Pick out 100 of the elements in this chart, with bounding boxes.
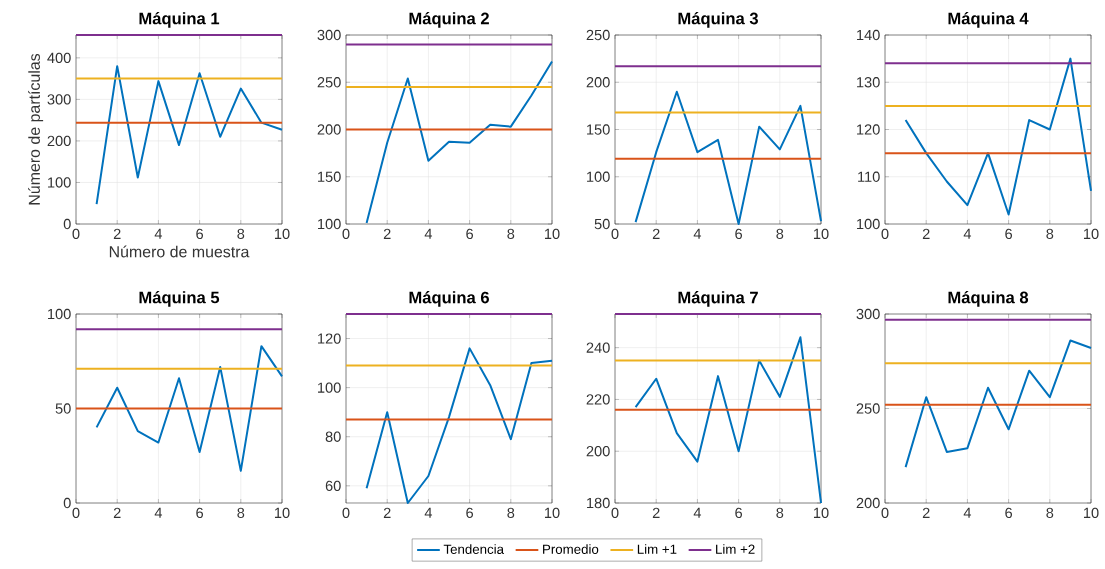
x-tick-label: 6 [1005, 507, 1013, 519]
y-tick-label: 220 [586, 394, 610, 405]
x-tick-label: 4 [693, 228, 702, 239]
chart-title: Máquina 5 [139, 291, 220, 307]
x-tick-label: 4 [963, 507, 972, 518]
y-tick-label: 250 [586, 29, 610, 41]
chart-title: Máquina 1 [139, 12, 220, 28]
x-tick-label: 0 [611, 228, 619, 240]
y-tick-label: 120 [857, 124, 880, 135]
x-tick-label: 10 [1083, 228, 1099, 240]
y-tick-label: 120 [318, 333, 341, 344]
y-tick-label: 0 [63, 218, 71, 230]
y-tick-label: 200 [586, 77, 610, 88]
x-tick-label: 10 [274, 228, 290, 240]
chart-title: Máquina 8 [948, 291, 1029, 307]
x-tick-label: 4 [424, 507, 433, 518]
x-tick-label: 6 [466, 507, 474, 519]
x-tick-label: 2 [922, 228, 930, 239]
y-tick-label: 150 [318, 171, 341, 182]
legend-label: Promedio [543, 544, 599, 554]
x-tick-label: 4 [154, 507, 163, 518]
x-tick-label: 8 [776, 228, 784, 240]
x-tick-label: 6 [196, 507, 204, 519]
y-tick-label: 100 [48, 308, 71, 320]
x-tick-label: 6 [1005, 228, 1013, 240]
line-series [95, 65, 283, 206]
x-tick-label: 4 [963, 228, 972, 239]
x-tick-label: 0 [72, 228, 80, 240]
y-tick-label: 250 [317, 77, 341, 88]
x-tick-label: 8 [507, 228, 515, 240]
y-tick-label: 300 [317, 29, 341, 41]
x-tick-label: 0 [611, 507, 619, 519]
y-tick-label: 100 [587, 171, 610, 182]
y-tick-label: 140 [857, 29, 880, 41]
x-tick-label: 8 [507, 507, 515, 519]
x-tick-label: 0 [342, 507, 350, 519]
y-tick-label: 200 [47, 135, 71, 147]
y-tick-label: 50 [55, 403, 71, 414]
x-tick-label: 8 [776, 507, 784, 519]
x-tick-label: 10 [544, 228, 560, 240]
y-tick-label: 200 [317, 124, 341, 135]
line-series [365, 347, 554, 504]
legend-label: Lim +1 [637, 544, 677, 554]
chart-title: Máquina 7 [678, 291, 758, 307]
line-series [904, 57, 1093, 216]
chart-title: Máquina 3 [678, 12, 758, 28]
y-tick-label: 100 [318, 218, 341, 230]
x-tick-label: 0 [342, 228, 350, 240]
x-tick-label: 10 [274, 507, 290, 519]
x-tick-label: 2 [113, 507, 121, 518]
x-tick-label: 8 [1046, 228, 1054, 240]
x-tick-label: 6 [735, 228, 743, 240]
x-tick-label: 0 [72, 507, 80, 519]
y-tick-label: 200 [586, 446, 610, 457]
chart-title: Máquina 2 [409, 12, 489, 28]
x-tick-label: 2 [383, 228, 391, 239]
y-tick-label: 400 [47, 52, 71, 64]
x-tick-label: 0 [881, 228, 889, 240]
x-tick-label: 2 [922, 507, 930, 518]
y-tick-label: 60 [325, 480, 341, 491]
y-tick-label: 0 [63, 497, 71, 509]
y-axis-title: Número de partículas [28, 53, 44, 205]
x-tick-label: 2 [652, 507, 660, 518]
x-tick-label: 10 [813, 228, 829, 240]
line-series [904, 339, 1093, 469]
y-tick-label: 100 [48, 177, 71, 188]
x-tick-label: 10 [1083, 507, 1099, 519]
x-tick-label: 4 [154, 228, 163, 239]
y-tick-label: 100 [318, 382, 341, 393]
legend-label: Lim +2 [716, 544, 755, 554]
x-tick-label: 6 [196, 228, 204, 240]
y-tick-label: 100 [857, 218, 880, 230]
legend-label: Tendencia [443, 544, 505, 554]
x-tick-label: 0 [881, 507, 889, 519]
y-tick-label: 110 [858, 171, 880, 182]
x-tick-label: 8 [237, 228, 245, 240]
x-tick-label: 2 [113, 228, 121, 239]
x-tick-label: 8 [237, 507, 245, 519]
x-tick-label: 6 [735, 507, 743, 519]
line-series [634, 90, 823, 225]
x-axis-title: Número de muestra [109, 245, 250, 258]
x-tick-label: 4 [693, 507, 702, 518]
y-tick-label: 180 [587, 497, 610, 509]
x-tick-label: 4 [424, 228, 433, 239]
y-tick-label: 300 [47, 94, 71, 105]
y-tick-label: 240 [586, 342, 610, 353]
y-tick-label: 50 [594, 218, 610, 230]
y-tick-label: 200 [856, 497, 880, 509]
x-tick-label: 2 [383, 507, 391, 518]
chart-title: Máquina 4 [948, 12, 1029, 28]
line-series [634, 336, 823, 504]
x-tick-label: 8 [1046, 507, 1054, 519]
x-tick-label: 2 [652, 228, 660, 239]
line-series [95, 345, 283, 472]
chart-title: Máquina 6 [409, 291, 489, 307]
y-tick-label: 300 [856, 308, 880, 320]
x-tick-label: 10 [813, 507, 829, 519]
y-tick-label: 250 [856, 403, 880, 414]
x-tick-label: 10 [544, 507, 560, 519]
y-tick-label: 130 [857, 77, 880, 88]
